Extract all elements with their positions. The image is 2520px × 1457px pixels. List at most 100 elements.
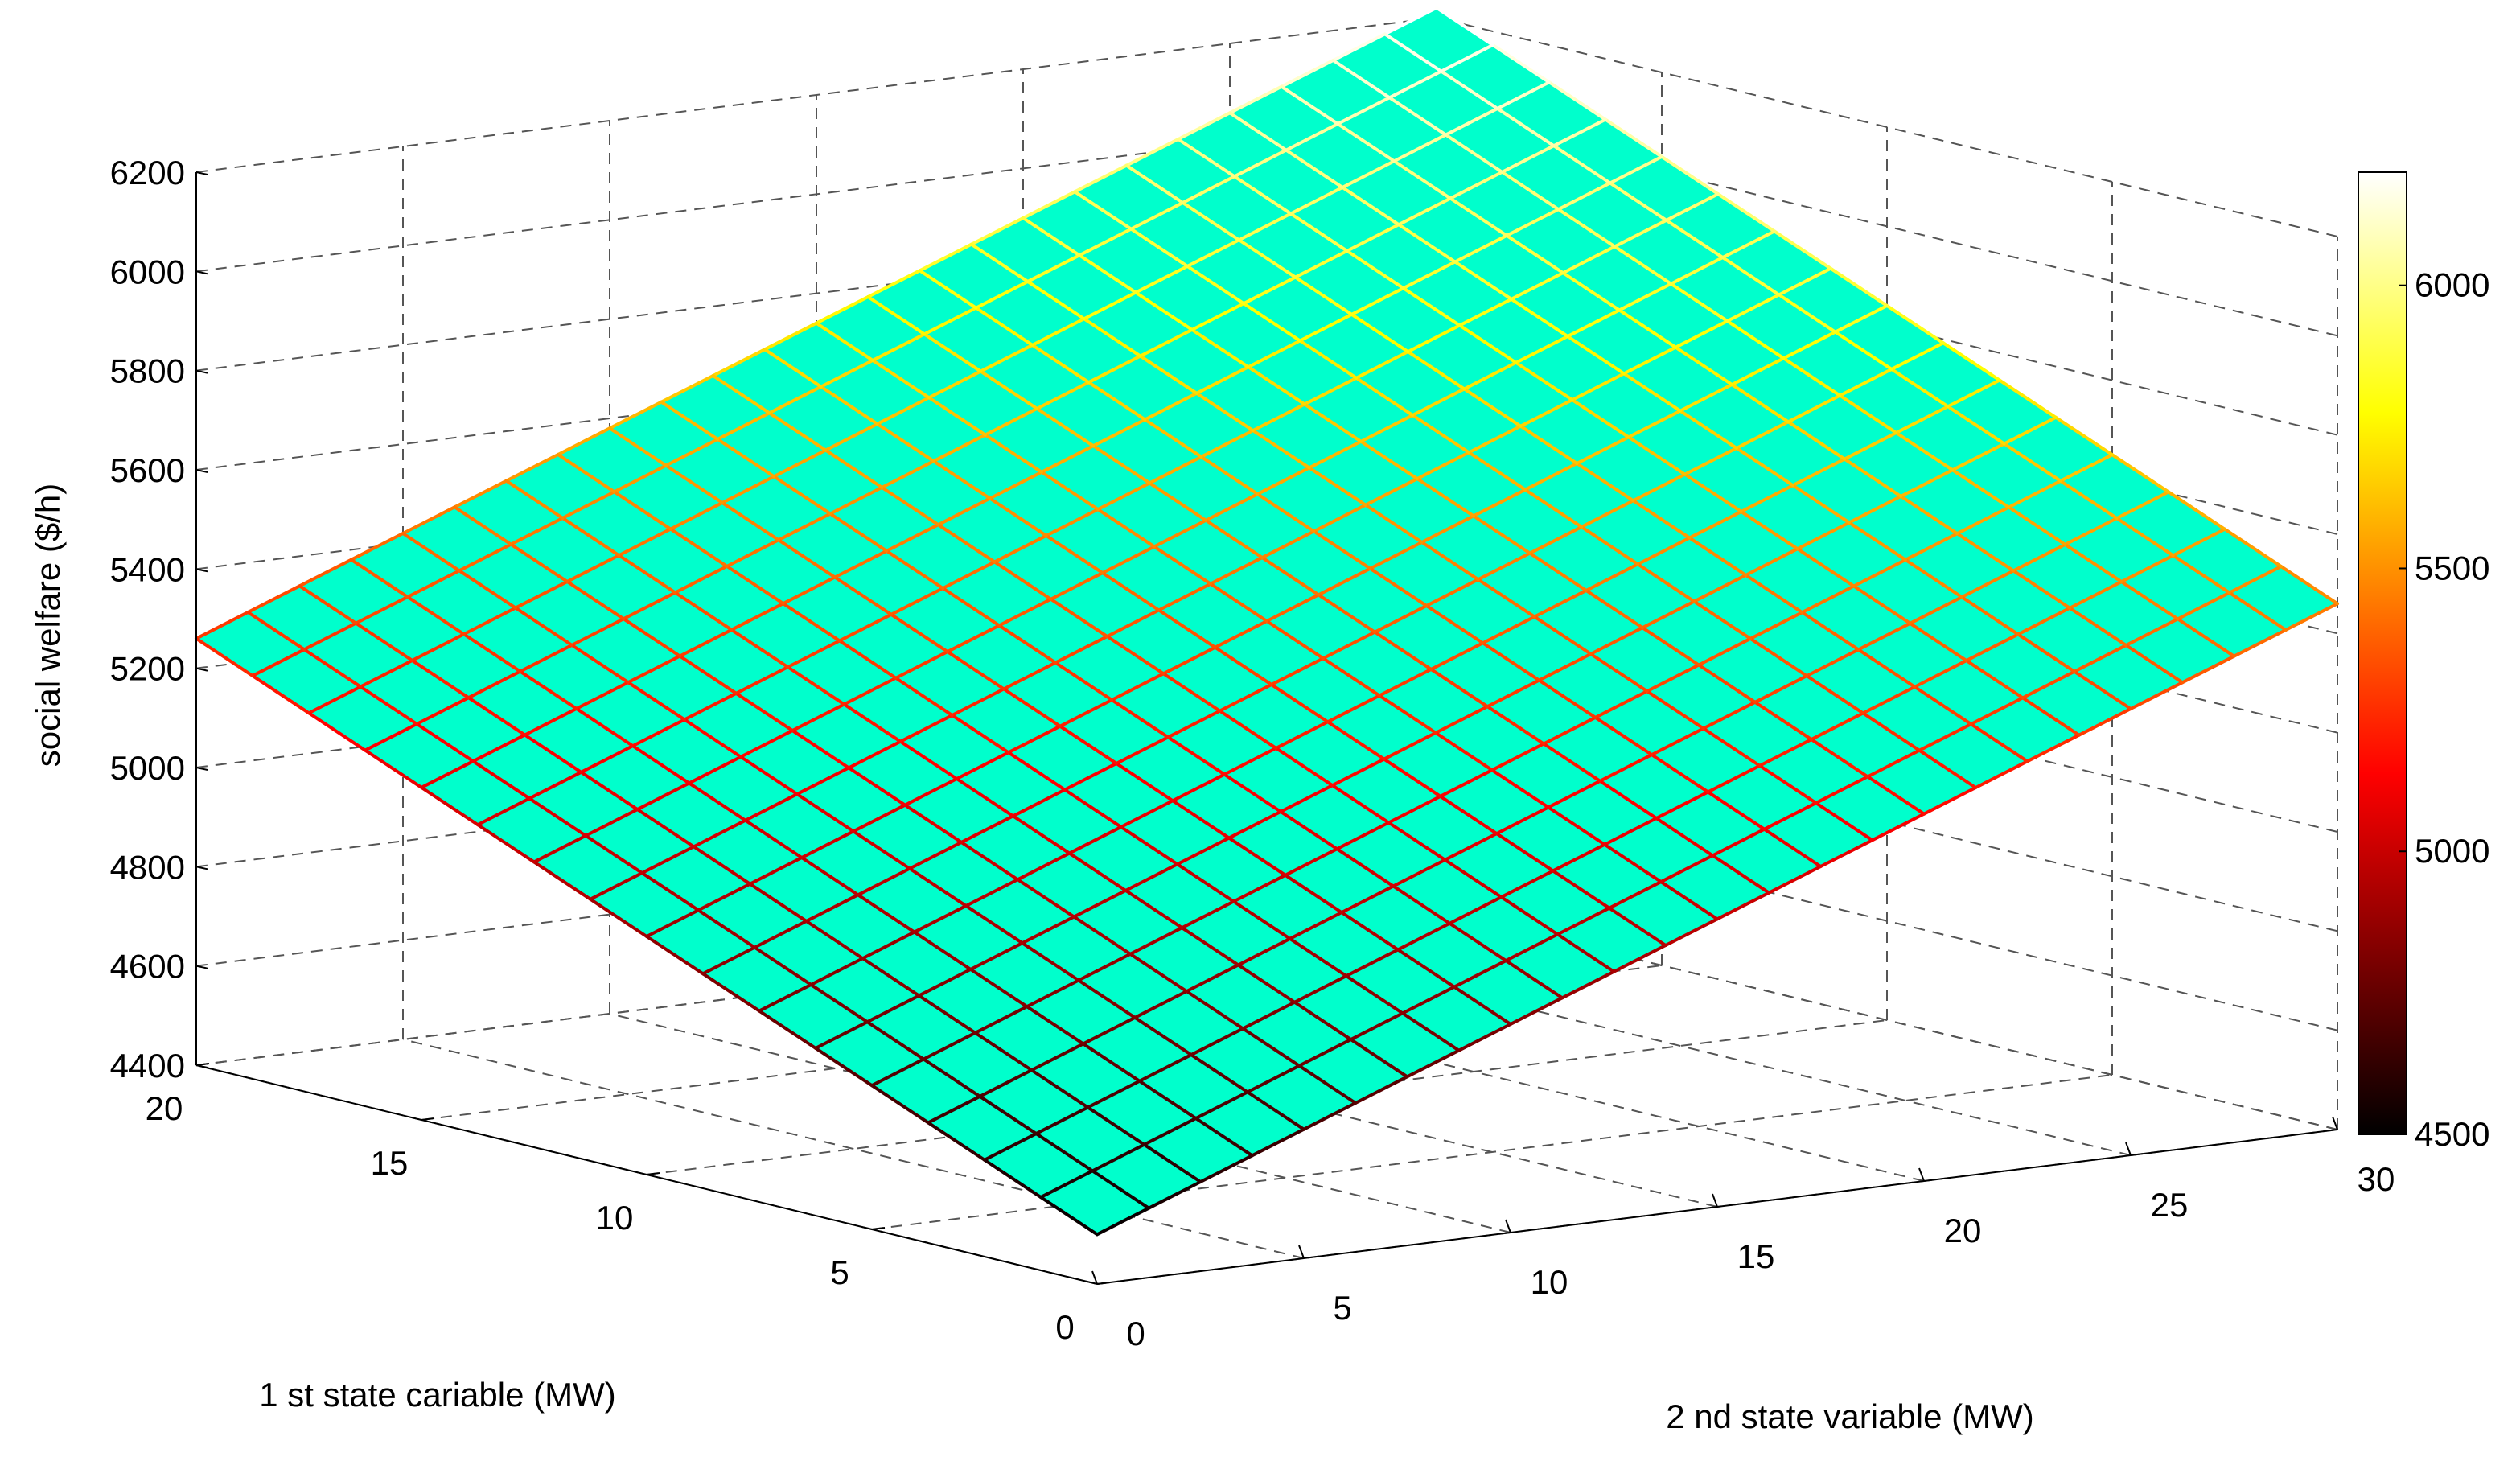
surface-edge <box>927 396 987 437</box>
surface-face <box>684 693 793 757</box>
surface-face <box>1600 755 1708 819</box>
surface-edge <box>1030 1042 1085 1072</box>
surface-face <box>1182 176 1291 241</box>
surface-face <box>1388 796 1497 860</box>
surface-edge <box>1288 936 1348 978</box>
surface-edge <box>664 463 724 504</box>
surface-edge <box>1951 442 2006 472</box>
surface-face <box>891 588 1000 652</box>
surface-edge <box>509 542 569 583</box>
surface-edge <box>2002 415 2058 446</box>
surface-edge <box>1551 869 1611 910</box>
surface-face <box>1656 792 1765 856</box>
surface-edge <box>1575 462 1635 503</box>
surface-edge <box>1491 43 1551 84</box>
surface-edge <box>635 808 696 849</box>
surface-edge <box>1382 757 1442 798</box>
surface-edge <box>687 755 742 785</box>
surface-edge <box>1081 1042 1141 1083</box>
colorbar: 4500 5000 5500 6000 <box>2358 171 2489 1153</box>
surface-face <box>1290 187 1399 251</box>
surface-edge <box>1405 1048 1461 1079</box>
surface-edge <box>1439 43 1494 73</box>
surface-edge <box>1293 249 1349 279</box>
surface-edge <box>1486 678 1541 709</box>
surface-edge <box>1256 492 1316 533</box>
surface-edge <box>1204 518 1264 560</box>
surface-edge <box>1236 936 1292 967</box>
surface-edge <box>410 632 466 662</box>
surface-edge <box>1913 685 1973 726</box>
surface-face <box>698 883 807 948</box>
surface-edge <box>1016 851 1071 882</box>
surface-face <box>1666 194 1774 258</box>
surface-edge <box>589 897 648 938</box>
surface-face <box>637 783 746 847</box>
surface-edge <box>781 575 837 606</box>
tick-labels: 4400460048005000520054005600580060006200… <box>110 154 2395 1352</box>
surface-face <box>1502 146 1610 210</box>
surface-edge <box>1161 645 1217 676</box>
surface-face <box>1431 643 1540 707</box>
surface-edge <box>574 681 630 710</box>
surface-edge <box>514 579 569 610</box>
surface-edge <box>2007 479 2062 509</box>
surface-edge <box>1472 488 1527 518</box>
surface-edge <box>1819 838 1874 868</box>
surface-edge <box>1814 775 1869 805</box>
surface-edge <box>973 1031 1034 1072</box>
surface-face <box>623 592 732 656</box>
surface-edge <box>1133 990 1189 1019</box>
surface-face <box>1337 822 1445 887</box>
surface-edge <box>1810 738 1869 779</box>
surface-edge <box>1345 223 1400 253</box>
surface-face <box>1186 965 1295 1029</box>
surface-edge <box>2054 415 2114 457</box>
surface-edge <box>1490 742 1546 772</box>
surface-edge <box>819 385 879 426</box>
surface-edge <box>1138 327 1194 358</box>
surface-edge <box>1791 457 1847 488</box>
surface-edge <box>2073 644 2128 673</box>
surface-edge <box>1350 286 1405 316</box>
surface-face <box>534 835 643 899</box>
surface-face <box>1037 382 1145 447</box>
surface-face <box>1023 191 1132 256</box>
surface-edge <box>763 321 818 352</box>
surface-edge <box>955 777 1015 818</box>
surface-edge <box>1331 32 1387 62</box>
surface-edge <box>837 639 898 680</box>
surface-edge <box>1006 724 1062 755</box>
surface-face <box>1482 616 1591 681</box>
surface-edge <box>1190 327 1250 369</box>
surface-face <box>2116 492 2225 556</box>
surface-edge <box>946 624 1001 654</box>
surface-edge <box>969 216 1025 246</box>
surface-face <box>1206 494 1314 558</box>
surface-edge <box>1119 799 1174 829</box>
surface-edge <box>1622 372 1682 413</box>
surface-face <box>2065 518 2173 582</box>
surface-edge <box>565 579 626 621</box>
surface-edge <box>697 908 757 949</box>
surface-edge <box>1396 921 1452 952</box>
surface-face <box>1008 726 1116 790</box>
surface-face <box>1088 356 1197 420</box>
surface-face <box>1271 658 1379 722</box>
surface-edge <box>612 463 668 494</box>
surface-face <box>1694 574 1803 639</box>
surface-edge <box>518 643 573 673</box>
surface-edge <box>2115 490 2170 521</box>
surface-face <box>1309 441 1417 505</box>
surface-edge <box>1660 154 1720 196</box>
surface-edge <box>936 496 992 527</box>
surface-face <box>562 492 671 556</box>
surface-edge <box>1951 468 2011 509</box>
surface-edge <box>1073 190 1133 231</box>
surface-edge <box>1800 611 1860 652</box>
surface-edge <box>302 621 358 652</box>
surface-edge <box>1340 911 1400 952</box>
surface-edge <box>730 628 790 669</box>
surface-face <box>693 820 802 884</box>
y-tick-mark <box>1505 1219 1511 1233</box>
